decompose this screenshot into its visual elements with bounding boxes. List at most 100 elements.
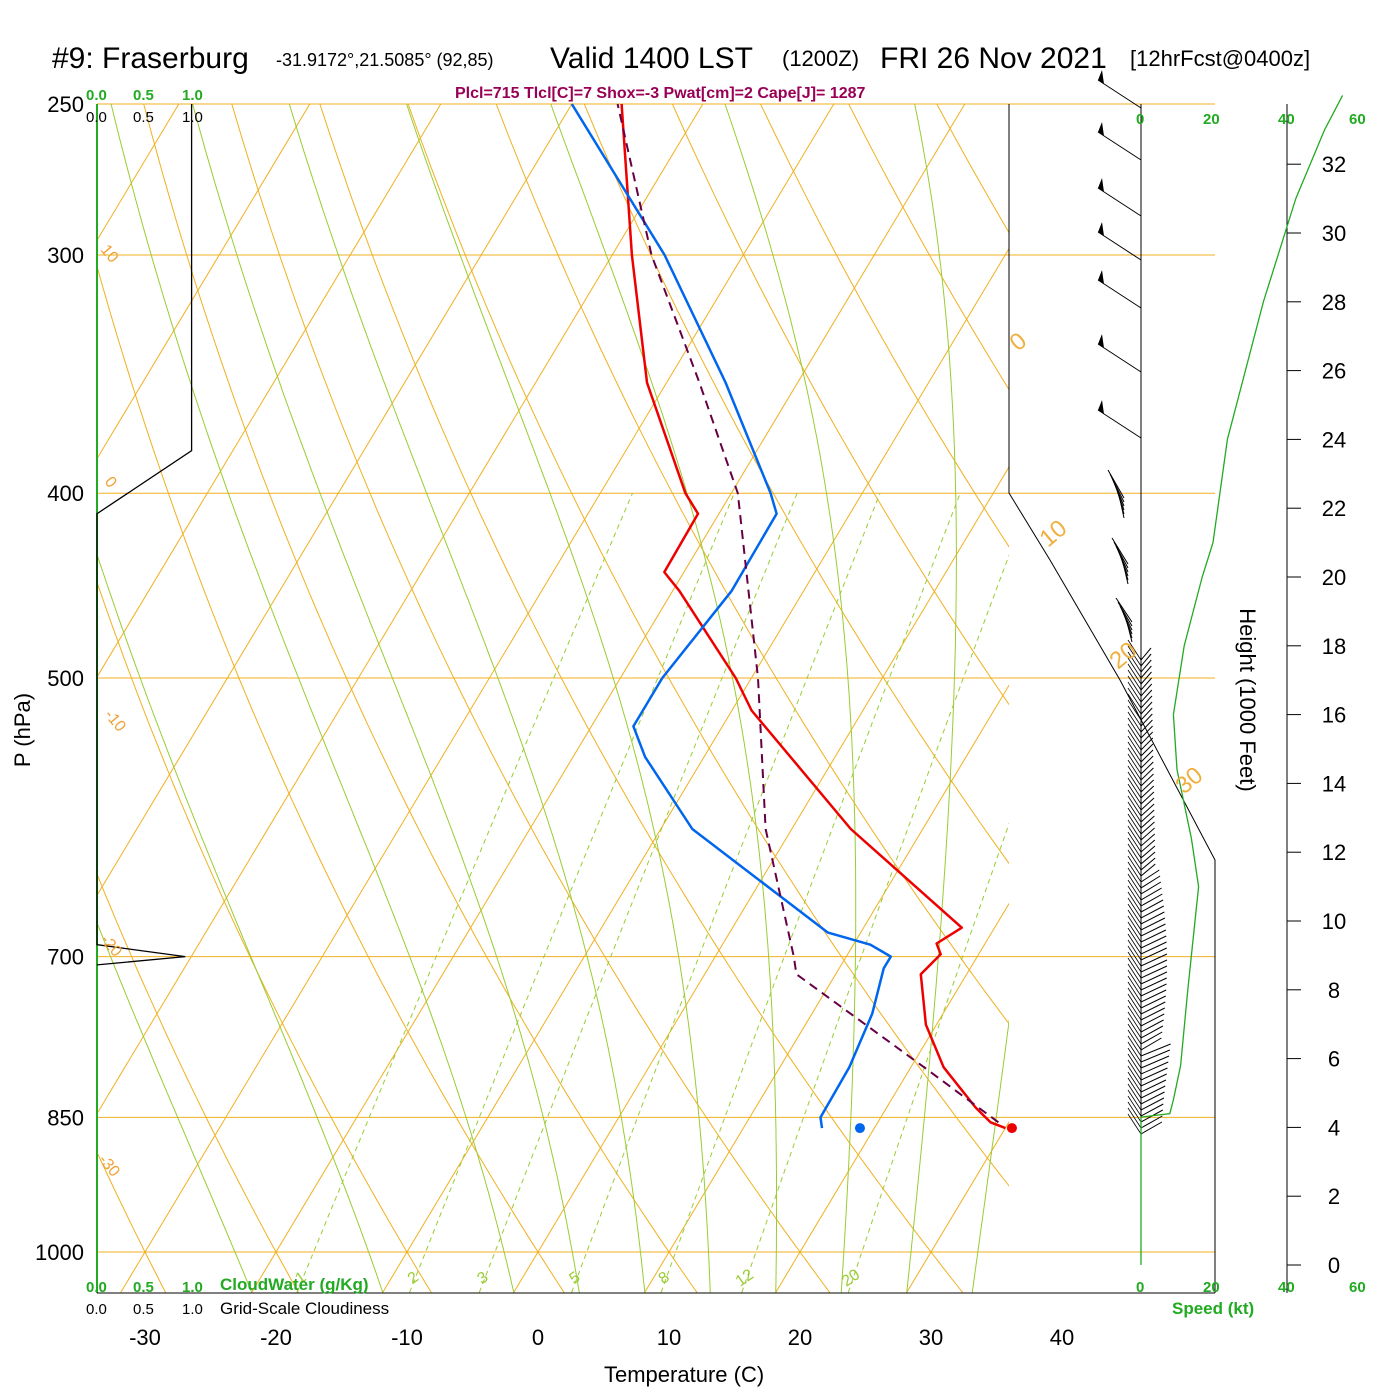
wind-staff-49 bbox=[1127, 933, 1142, 955]
cloud-scale-top-black-2: 1.0 bbox=[182, 109, 203, 126]
wind-barb-d37 bbox=[1140, 869, 1160, 883]
wind-barb-d44 bbox=[1140, 911, 1165, 925]
wind-staff-13 bbox=[1127, 717, 1142, 739]
wind-barb-d16 bbox=[1140, 743, 1154, 757]
moist-adiabat-25 bbox=[724, 104, 857, 1293]
wind-barb-b5 bbox=[1121, 557, 1129, 585]
wind-staff-53 bbox=[1127, 957, 1142, 979]
wind-staff-35 bbox=[1127, 849, 1142, 871]
wind-barb-d17 bbox=[1140, 749, 1154, 763]
wind-barb-d5 bbox=[1140, 677, 1152, 691]
wind-barb-d42 bbox=[1140, 899, 1164, 913]
height-tick-6: 6 bbox=[1328, 1047, 1340, 1072]
dry-adiabat-80 bbox=[760, 104, 1009, 548]
height-tick-18: 18 bbox=[1322, 634, 1346, 659]
wind-staff-59 bbox=[1127, 993, 1142, 1015]
mixing-ratio-label-2: 3 bbox=[474, 1269, 491, 1288]
wind-staff-56 bbox=[1127, 975, 1142, 997]
cloud-scale-bottom-green-0: 0.0 bbox=[86, 1279, 107, 1296]
plot-boundary bbox=[96, 104, 1216, 1294]
wind-barb-d55 bbox=[1140, 977, 1167, 991]
station-name: #9: Fraserburg bbox=[52, 42, 249, 75]
wind-staff-10 bbox=[1127, 699, 1142, 721]
wind-barb-d60 bbox=[1140, 1007, 1166, 1021]
wind-staff-73 bbox=[1127, 1077, 1142, 1099]
wind-speed-line bbox=[1140, 95, 1344, 1265]
wind-staff-22 bbox=[1127, 771, 1142, 793]
wind-barb-d20 bbox=[1140, 767, 1154, 781]
surface-dewpoint-marker bbox=[854, 1123, 865, 1134]
wind-barb-d15 bbox=[1140, 737, 1154, 751]
wind-barb-d74 bbox=[1140, 1091, 1165, 1105]
wind-barb-d75 bbox=[1140, 1097, 1165, 1111]
wind-barb-2 bbox=[1097, 178, 1142, 217]
wind-staff-36 bbox=[1127, 855, 1142, 877]
wind-barb-4 bbox=[1097, 270, 1142, 309]
dry-adiabat-label-left-2: -10 bbox=[101, 707, 129, 736]
mixing-ratio-line-8 bbox=[660, 493, 961, 1293]
wind-barb-d58 bbox=[1140, 995, 1166, 1009]
wind-staff-69 bbox=[1127, 1053, 1142, 1075]
wind-barb-d39 bbox=[1140, 881, 1162, 895]
wind-barb-d59 bbox=[1140, 1001, 1166, 1015]
wind-staff-28 bbox=[1127, 807, 1142, 829]
isotherm--30 bbox=[120, 104, 835, 1293]
wind-barb-d6 bbox=[1140, 683, 1153, 697]
wind-barb-d47 bbox=[1140, 929, 1167, 943]
isotherm-lines bbox=[97, 104, 1400, 1293]
wind-barb-d23 bbox=[1140, 785, 1155, 799]
speed-tick-bottom-1: 20 bbox=[1203, 1279, 1220, 1296]
wind-staff-5 bbox=[1127, 669, 1142, 691]
wind-barb-d21 bbox=[1140, 773, 1154, 787]
wind-barb-d65 bbox=[1140, 1037, 1162, 1051]
wind-barb-d53 bbox=[1140, 965, 1168, 979]
wind-staff-8 bbox=[1127, 687, 1142, 709]
wind-barb-d13 bbox=[1140, 725, 1153, 739]
wind-staff-38 bbox=[1127, 867, 1142, 889]
wind-barb-1 bbox=[1097, 122, 1142, 161]
wind-barb-d24 bbox=[1140, 791, 1155, 805]
wind-barb-d71 bbox=[1140, 1073, 1167, 1087]
wind-barb-d41 bbox=[1140, 893, 1163, 907]
wind-barb-6 bbox=[1097, 400, 1142, 439]
height-tick-24: 24 bbox=[1322, 427, 1346, 452]
wind-staff-26 bbox=[1127, 795, 1142, 817]
dry-adiabat-0 bbox=[97, 264, 565, 1293]
moist-adiabat--20 bbox=[97, 921, 253, 1293]
height-tick-22: 22 bbox=[1322, 496, 1346, 521]
cloud-scale-top-green-1: 0.5 bbox=[133, 87, 154, 104]
wind-barb-d22 bbox=[1140, 779, 1154, 793]
wind-staff-12 bbox=[1127, 711, 1142, 733]
mixing-ratio-line-2 bbox=[409, 493, 735, 1293]
isotherm-50 bbox=[1169, 104, 1400, 1292]
wind-staff-18 bbox=[1127, 747, 1142, 769]
x-tick-20: 20 bbox=[788, 1325, 812, 1350]
wind-barb-d45 bbox=[1140, 917, 1166, 931]
p-tick-700: 700 bbox=[47, 945, 84, 970]
wind-barb-d38 bbox=[1140, 875, 1161, 889]
cloudwater-label: CloudWater (g/Kg) bbox=[220, 1275, 369, 1294]
wind-barb-d34 bbox=[1140, 851, 1156, 865]
height-tick-20: 20 bbox=[1322, 565, 1346, 590]
wind-staff-79 bbox=[1127, 1113, 1142, 1135]
wind-barb-d1 bbox=[1140, 653, 1152, 667]
wind-barb-c1 bbox=[1117, 601, 1133, 627]
wind-staff-20 bbox=[1127, 759, 1142, 781]
mixing-ratio-line-3 bbox=[478, 493, 798, 1293]
wind-staff-57 bbox=[1127, 981, 1142, 1003]
isotherm--40 bbox=[97, 104, 704, 1115]
cloud-scale-bottom-green-2: 1.0 bbox=[182, 1279, 203, 1296]
isotherm--50 bbox=[97, 104, 573, 897]
wind-barb-d10 bbox=[1140, 707, 1153, 721]
wind-barb-d78 bbox=[1140, 1115, 1163, 1129]
height-tick-12: 12 bbox=[1322, 840, 1346, 865]
wind-barb-d79 bbox=[1140, 1121, 1163, 1135]
wind-staff-24 bbox=[1127, 783, 1142, 805]
dry-adiabat-label-right-1: 10 bbox=[1035, 515, 1073, 553]
wind-barb-5 bbox=[1097, 334, 1142, 373]
wind-staff-77 bbox=[1127, 1101, 1142, 1123]
wind-staff-48 bbox=[1127, 927, 1142, 949]
wind-barb-3 bbox=[1097, 222, 1142, 261]
dry-adiabat--10 bbox=[97, 580, 432, 1293]
